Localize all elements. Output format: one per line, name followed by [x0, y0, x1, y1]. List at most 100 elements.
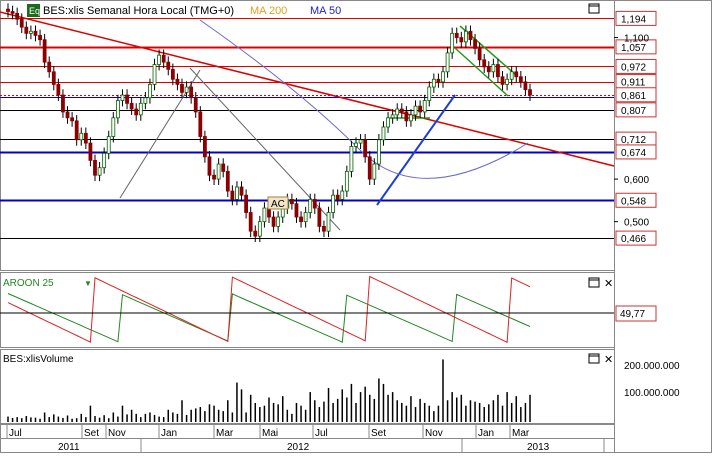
candle: [317, 202, 322, 233]
volume-bar: [382, 383, 385, 422]
candle: [120, 89, 125, 107]
candle: [454, 27, 459, 44]
candle: [51, 66, 56, 91]
volume-label[interactable]: BES:xlisVolume: [3, 354, 74, 365]
volume-bar: [231, 412, 234, 422]
aroon-maximize-button[interactable]: [588, 277, 600, 288]
aroon-dropdown-icon[interactable]: ▼: [84, 279, 92, 288]
aroon-value-label: 49,77: [620, 309, 645, 320]
volume-bar: [396, 400, 398, 422]
volume-bar: [48, 417, 50, 422]
volume-bar: [437, 405, 440, 422]
candle: [459, 31, 464, 48]
volume-bar: [529, 394, 531, 422]
volume-bar: [66, 415, 69, 422]
symbol-label[interactable]: BES:xlis Semanal Hora Local (TMG+0): [43, 5, 234, 17]
candle: [202, 130, 207, 163]
candle: [19, 13, 24, 34]
candle: [505, 73, 510, 91]
eq-badge[interactable]: [27, 4, 40, 17]
volume-bar: [401, 402, 403, 422]
candles: [6, 3, 532, 243]
candle: [88, 137, 93, 167]
price-label-1: 1,057: [621, 43, 646, 54]
volume-bar: [387, 394, 389, 422]
aroon-close-icon[interactable]: ✕: [604, 278, 613, 290]
candle: [349, 140, 354, 178]
candle: [500, 70, 505, 91]
ac-annotation-box[interactable]: [267, 196, 289, 210]
volume-bar: [167, 409, 170, 422]
volume-bar: [144, 413, 147, 422]
volume-close-icon[interactable]: ✕: [604, 354, 613, 366]
red-trendline[interactable]: [0, 11, 615, 167]
volume-bar: [428, 405, 431, 422]
candle: [93, 154, 97, 182]
volume-bar: [423, 402, 426, 422]
volume-bar: [217, 409, 220, 422]
volume-panel: [0, 349, 615, 424]
volume-bar: [455, 397, 458, 422]
candle: [441, 66, 445, 88]
volume-bar: [433, 411, 435, 422]
price-label-box-7: [615, 144, 657, 160]
candle: [363, 134, 368, 163]
volume-bar: [11, 417, 14, 422]
volume-bars: [7, 359, 531, 422]
candle: [482, 54, 487, 73]
candle: [111, 112, 116, 143]
volume-bar: [185, 414, 188, 422]
candle: [518, 70, 523, 88]
price-labels: 1,194 1,057 0,972 0,911 0,861 0,807 0,712 0,674…: [614, 10, 657, 246]
volume-bar: [16, 417, 18, 422]
volume-bar: [199, 407, 202, 422]
volume-bar: [149, 412, 151, 422]
candle: [70, 112, 75, 127]
volume-bar: [34, 417, 37, 422]
volume-bar: [378, 378, 380, 422]
candle: [486, 61, 491, 78]
candle: [289, 193, 294, 210]
candle: [399, 103, 404, 118]
candle: [115, 94, 120, 124]
candle: [335, 189, 340, 206]
volume-bar: [57, 416, 60, 422]
volume-bar: [355, 402, 357, 422]
volume-bar: [300, 405, 302, 422]
volume-maximize-button[interactable]: [588, 353, 600, 364]
ac-annotation: AC: [271, 199, 285, 210]
year-label-0: 2011: [58, 442, 80, 453]
volume-bar: [268, 397, 270, 422]
candle: [436, 73, 441, 88]
volume-bar: [373, 398, 376, 422]
price-label-9: 0,466: [621, 234, 646, 245]
aroon-label[interactable]: AROON 25: [3, 278, 54, 289]
volume-bar: [208, 404, 211, 422]
ma50-label[interactable]: MA 50: [310, 5, 341, 17]
volume-bar: [515, 396, 518, 422]
price-label-4: 0,861: [621, 91, 646, 102]
candle: [463, 25, 468, 48]
volume-bar: [327, 388, 330, 422]
volume-bar: [240, 389, 243, 422]
volume-bar: [62, 417, 64, 422]
green-channel-bottom[interactable]: [454, 47, 509, 97]
candle: [431, 73, 436, 93]
price-label-3: 0,911: [621, 78, 646, 89]
time-axis-labels: Jul Set Nov Jan Mar Mai Jul Set Nov Jan Mar 2011 201…: [6, 425, 605, 453]
y-tick-5: 0,600: [624, 175, 649, 186]
aroon-lines: [7, 275, 531, 344]
candle: [216, 158, 221, 186]
candle: [24, 21, 29, 40]
candle: [390, 109, 395, 124]
volume-bar: [107, 418, 110, 422]
candle: [308, 193, 313, 219]
aroon-up-line: [7, 293, 531, 343]
ma200-label[interactable]: MA 200: [250, 5, 287, 17]
candle: [221, 158, 226, 178]
volume-bar: [501, 405, 504, 422]
blue-channel-line[interactable]: [376, 94, 456, 206]
price-panel-maximize-button[interactable]: [588, 3, 600, 14]
volume-bar: [286, 409, 289, 422]
volume-bar: [194, 408, 197, 422]
